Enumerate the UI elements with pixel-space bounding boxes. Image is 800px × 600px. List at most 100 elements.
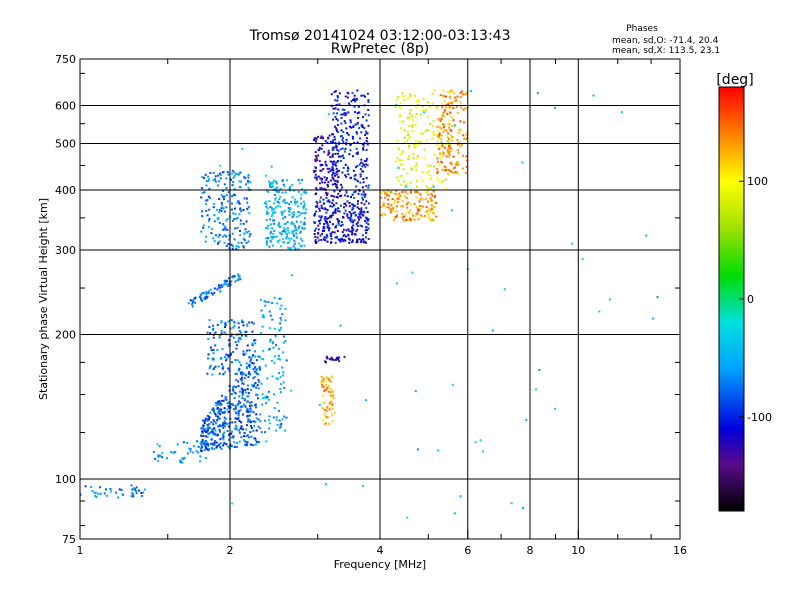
- data-point: [325, 191, 328, 194]
- data-point: [206, 295, 209, 298]
- data-point: [218, 233, 221, 236]
- data-point: [450, 89, 453, 92]
- data-point: [439, 94, 442, 97]
- data-point: [225, 177, 228, 180]
- data-point: [418, 200, 421, 203]
- data-point: [237, 173, 240, 176]
- data-point: [463, 137, 466, 140]
- data-point: [227, 355, 230, 358]
- data-point: [281, 366, 284, 369]
- data-point: [232, 336, 235, 339]
- data-point: [421, 109, 424, 112]
- data-point: [443, 115, 446, 118]
- data-point: [420, 140, 423, 143]
- data-point: [208, 367, 211, 370]
- data-point: [288, 187, 291, 190]
- data-point: [416, 157, 419, 160]
- data-point: [206, 331, 209, 334]
- data-point: [365, 241, 367, 244]
- data-point: [314, 169, 317, 172]
- x-tick-label-10: 10: [571, 544, 585, 557]
- data-point: [431, 102, 434, 105]
- data-point: [172, 451, 175, 454]
- data-point: [213, 410, 215, 413]
- data-point: [251, 342, 254, 345]
- data-point: [454, 96, 457, 99]
- data-point: [346, 170, 349, 172]
- data-point: [254, 437, 257, 440]
- data-point: [345, 191, 348, 194]
- data-point: [290, 212, 293, 215]
- data-point: [218, 372, 221, 375]
- data-point: [324, 219, 327, 222]
- data-point: [345, 229, 348, 232]
- data-point: [409, 219, 412, 221]
- data-point: [354, 214, 357, 217]
- data-point: [186, 442, 189, 444]
- data-point: [445, 103, 448, 106]
- data-point: [272, 416, 275, 419]
- data-point: [334, 236, 337, 239]
- data-point: [196, 440, 198, 443]
- data-point: [273, 229, 275, 232]
- data-point: [229, 406, 232, 409]
- data-point: [285, 416, 288, 419]
- data-point: [264, 396, 266, 399]
- data-point: [300, 193, 303, 196]
- data-point: [344, 194, 347, 197]
- data-point: [218, 180, 221, 183]
- data-point: [314, 242, 317, 244]
- data-point: [219, 286, 222, 289]
- data-point: [326, 225, 329, 228]
- data-point: [264, 419, 266, 422]
- data-point: [452, 155, 455, 158]
- data-point: [410, 191, 412, 194]
- data-point: [358, 207, 361, 210]
- data-point: [406, 139, 409, 142]
- data-point: [316, 159, 318, 162]
- data-point: [226, 200, 229, 203]
- data-point: [271, 341, 274, 344]
- data-point: [324, 160, 327, 163]
- data-point: [314, 176, 317, 179]
- data-point: [365, 232, 368, 234]
- data-point: [432, 120, 435, 122]
- data-point: [364, 133, 367, 136]
- data-point: [235, 446, 238, 449]
- data-point: [287, 207, 290, 210]
- data-point: [401, 217, 404, 220]
- data-point: [205, 435, 208, 438]
- data-point: [249, 431, 252, 434]
- data-point: [232, 212, 235, 215]
- data-point: [227, 243, 230, 246]
- data-point: [299, 230, 302, 233]
- data-point: [239, 408, 242, 411]
- data-point: [353, 105, 356, 108]
- data-point: [401, 213, 404, 215]
- data-point: [212, 179, 215, 181]
- data-point: [355, 147, 358, 150]
- data-point: [226, 423, 229, 425]
- data-point: [343, 212, 346, 215]
- data-point: [231, 403, 234, 406]
- data-point: [279, 225, 282, 228]
- data-point: [286, 226, 289, 229]
- data-point: [237, 412, 240, 415]
- data-point: [242, 428, 244, 431]
- data-point: [342, 240, 345, 243]
- data-point: [391, 198, 394, 200]
- data-point: [251, 343, 254, 346]
- data-point: [277, 191, 280, 193]
- data-point: [268, 390, 271, 393]
- data-point: [220, 202, 223, 205]
- data-point: [274, 197, 277, 199]
- data-point: [359, 173, 362, 176]
- data-point: [449, 106, 452, 109]
- data-point: [335, 183, 338, 186]
- data-point: [366, 92, 369, 95]
- data-point: [436, 144, 439, 147]
- data-point: [367, 202, 370, 205]
- data-point: [232, 176, 235, 179]
- data-point: [293, 229, 296, 232]
- data-point: [356, 180, 359, 183]
